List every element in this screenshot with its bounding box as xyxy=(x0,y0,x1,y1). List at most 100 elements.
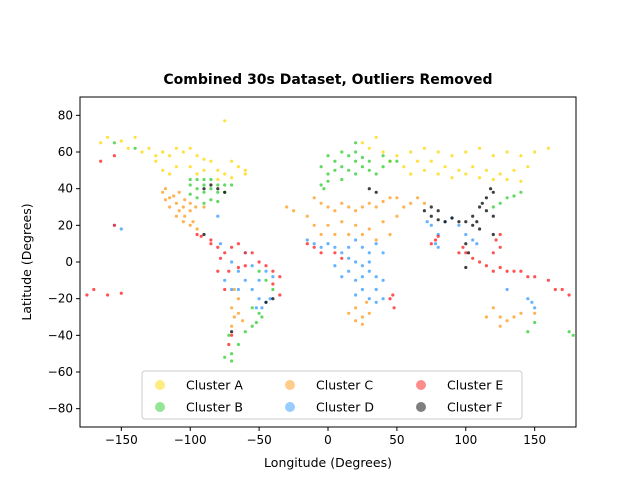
data-point xyxy=(285,205,289,209)
data-point xyxy=(480,201,484,205)
series-cluster-b xyxy=(112,141,575,363)
data-point xyxy=(491,205,495,209)
data-point xyxy=(333,245,337,249)
data-point xyxy=(305,242,309,246)
data-point xyxy=(236,287,240,292)
y-tick-label: 40 xyxy=(58,182,73,196)
data-point xyxy=(264,264,268,268)
data-point xyxy=(181,150,185,154)
data-point xyxy=(147,146,151,150)
data-point xyxy=(195,227,199,231)
data-point xyxy=(429,214,433,218)
y-tick-label: −40 xyxy=(48,328,73,342)
data-point xyxy=(340,256,344,260)
data-point xyxy=(216,183,220,187)
data-point xyxy=(326,223,330,227)
data-point xyxy=(360,165,364,169)
data-point xyxy=(326,154,330,158)
data-point xyxy=(347,245,351,249)
data-point xyxy=(340,220,344,224)
data-point xyxy=(425,220,429,224)
data-point xyxy=(484,315,488,319)
data-point xyxy=(227,342,231,347)
data-point xyxy=(381,199,385,204)
data-point xyxy=(354,293,358,297)
data-point xyxy=(354,319,358,323)
data-point xyxy=(195,187,199,191)
data-point xyxy=(333,251,337,255)
data-point xyxy=(260,306,264,310)
data-point xyxy=(347,154,351,158)
data-point xyxy=(526,275,530,279)
data-point xyxy=(464,251,468,255)
data-point xyxy=(243,251,247,255)
data-point xyxy=(367,260,371,264)
data-point xyxy=(533,306,537,310)
data-point xyxy=(230,359,234,363)
data-point xyxy=(491,251,495,255)
data-point xyxy=(319,232,323,237)
data-point xyxy=(553,287,557,292)
data-point xyxy=(533,320,537,325)
data-point xyxy=(230,352,234,356)
data-point xyxy=(354,260,358,264)
data-point xyxy=(478,146,482,150)
legend-item: Cluster F xyxy=(416,400,503,415)
data-point xyxy=(312,242,316,246)
data-point xyxy=(154,154,158,158)
data-point xyxy=(163,198,167,202)
data-point xyxy=(395,159,399,163)
data-point xyxy=(461,245,465,249)
data-point xyxy=(354,172,358,176)
data-point xyxy=(374,135,378,139)
legend-item: Cluster C xyxy=(285,378,373,393)
data-point xyxy=(546,278,551,282)
data-point xyxy=(209,198,213,202)
data-point xyxy=(491,190,495,194)
data-point xyxy=(271,269,275,273)
data-point xyxy=(161,168,165,172)
data-point xyxy=(354,159,358,163)
data-point xyxy=(519,269,523,273)
data-point xyxy=(216,187,220,191)
data-point xyxy=(519,179,523,183)
data-point xyxy=(209,238,213,242)
data-point xyxy=(395,196,399,200)
data-point xyxy=(409,150,413,154)
data-point xyxy=(347,168,351,172)
data-point xyxy=(106,293,110,297)
data-point xyxy=(450,154,454,158)
data-point xyxy=(174,201,178,205)
data-point xyxy=(133,146,137,150)
data-point xyxy=(168,154,172,158)
data-point xyxy=(512,168,516,172)
data-point xyxy=(526,297,530,301)
data-point xyxy=(484,168,488,172)
data-point xyxy=(188,183,192,187)
data-point xyxy=(319,245,323,249)
data-point xyxy=(498,245,502,249)
data-point xyxy=(119,139,123,143)
data-point xyxy=(571,333,575,337)
x-tick-label: −50 xyxy=(246,433,271,447)
data-point xyxy=(218,242,223,246)
data-point xyxy=(223,119,227,123)
data-point xyxy=(381,297,385,301)
data-point xyxy=(519,311,523,315)
legend: Cluster A Cluster B Cluster C Cluster D Clus… xyxy=(141,370,523,420)
data-point xyxy=(360,315,364,319)
data-point xyxy=(381,150,385,154)
data-point xyxy=(319,201,323,205)
data-point xyxy=(429,242,433,246)
data-point xyxy=(312,223,316,227)
x-tick-label: 50 xyxy=(389,433,404,447)
data-point xyxy=(223,287,227,292)
data-point xyxy=(195,232,199,237)
data-point xyxy=(402,205,406,209)
data-point xyxy=(292,209,296,213)
data-point xyxy=(195,154,199,158)
data-point xyxy=(223,172,227,176)
data-point xyxy=(99,141,103,145)
data-point xyxy=(381,154,385,158)
